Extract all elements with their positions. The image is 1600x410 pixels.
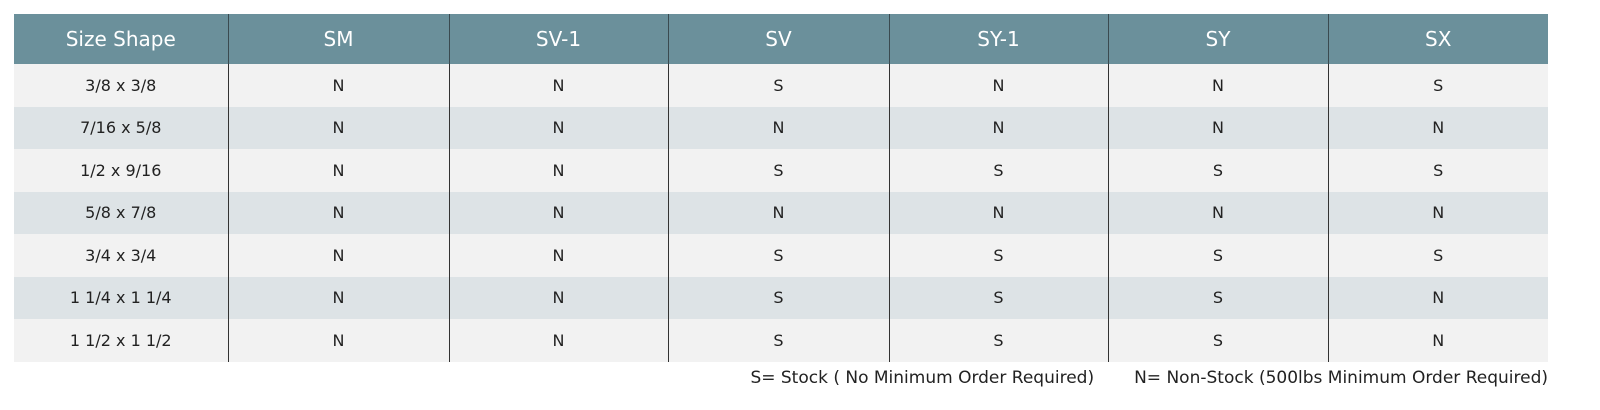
stock-cell: S bbox=[1107, 276, 1328, 319]
table-row: 1 1/4 x 1 1/4 N N S S S N bbox=[14, 276, 1548, 319]
table-body: 3/8 x 3/8 N N S N N S 7/16 x 5/8 N N N N N N 1/2 x 9/1… bbox=[14, 64, 1548, 362]
stock-cell: S bbox=[667, 319, 889, 362]
stock-cell: N bbox=[448, 149, 668, 192]
header-cell: SM bbox=[227, 14, 449, 64]
stock-cell: S bbox=[1107, 319, 1328, 362]
stock-cell: N bbox=[888, 106, 1108, 149]
stock-cell: N bbox=[448, 276, 668, 319]
table-row: 3/4 x 3/4 N N S S S S bbox=[14, 234, 1548, 277]
legend-note: N= Non-Stock (500lbs Minimum Order Requi… bbox=[1134, 368, 1548, 388]
size-cell: 5/8 x 7/8 bbox=[14, 191, 228, 234]
stock-cell: S bbox=[667, 64, 889, 107]
stock-cell: N bbox=[227, 319, 449, 362]
table-row: 1 1/2 x 1 1/2 N N S S S N bbox=[14, 319, 1548, 362]
stock-cell: S bbox=[888, 149, 1108, 192]
stock-cell: N bbox=[667, 191, 889, 234]
header-cell: Size Shape bbox=[14, 14, 228, 64]
stock-cell: N bbox=[448, 319, 668, 362]
stock-cell: S bbox=[1327, 64, 1548, 107]
stock-cell: N bbox=[227, 64, 449, 107]
size-cell: 1/2 x 9/16 bbox=[14, 149, 228, 192]
stock-cell: N bbox=[227, 191, 449, 234]
stock-cell: S bbox=[888, 234, 1108, 277]
stock-cell: N bbox=[227, 106, 449, 149]
stock-cell: N bbox=[448, 234, 668, 277]
stock-cell: N bbox=[1327, 106, 1548, 149]
size-cell: 1 1/2 x 1 1/2 bbox=[14, 319, 228, 362]
stock-cell: N bbox=[667, 106, 889, 149]
stock-cell: N bbox=[227, 149, 449, 192]
size-cell: 7/16 x 5/8 bbox=[14, 106, 228, 149]
stock-cell: S bbox=[1107, 234, 1328, 277]
stock-cell: N bbox=[888, 191, 1108, 234]
stock-cell: S bbox=[1107, 149, 1328, 192]
stock-cell: S bbox=[667, 149, 889, 192]
table-row: 3/8 x 3/8 N N S N N S bbox=[14, 64, 1548, 107]
legend: S= Stock ( No Minimum Order Required) N= … bbox=[750, 368, 1548, 388]
size-cell: 3/8 x 3/8 bbox=[14, 64, 228, 107]
stock-cell: N bbox=[1327, 276, 1548, 319]
stock-cell: S bbox=[1327, 149, 1548, 192]
size-cell: 3/4 x 3/4 bbox=[14, 234, 228, 277]
stock-cell: N bbox=[448, 106, 668, 149]
size-cell: 1 1/4 x 1 1/4 bbox=[14, 276, 228, 319]
stock-cell: S bbox=[667, 276, 889, 319]
stock-cell: N bbox=[1107, 64, 1328, 107]
stock-table: Size Shape SM SV-1 SV SY-1 SY SX 3/8 x 3/8 N N S N… bbox=[14, 14, 1548, 362]
stock-cell: S bbox=[888, 276, 1108, 319]
header-row: Size Shape SM SV-1 SV SY-1 SY SX bbox=[14, 14, 1548, 64]
table-row: 7/16 x 5/8 N N N N N N bbox=[14, 106, 1548, 149]
header-cell: SV-1 bbox=[448, 14, 668, 64]
stock-cell: S bbox=[1327, 234, 1548, 277]
header-cell: SX bbox=[1327, 14, 1548, 64]
legend-note: S= Stock ( No Minimum Order Required) bbox=[750, 368, 1095, 388]
table-row: 5/8 x 7/8 N N N N N N bbox=[14, 191, 1548, 234]
header-cell: SY-1 bbox=[888, 14, 1108, 64]
stock-cell: N bbox=[1327, 191, 1548, 234]
stock-cell: N bbox=[448, 64, 668, 107]
stock-cell: N bbox=[1327, 319, 1548, 362]
table-row: 1/2 x 9/16 N N S S S S bbox=[14, 149, 1548, 192]
header-cell: SV bbox=[667, 14, 889, 64]
stock-cell: N bbox=[227, 276, 449, 319]
stock-cell: S bbox=[667, 234, 889, 277]
header-cell: SY bbox=[1107, 14, 1328, 64]
stock-cell: N bbox=[1107, 106, 1328, 149]
stock-cell: N bbox=[227, 234, 449, 277]
stock-cell: N bbox=[448, 191, 668, 234]
stock-cell: N bbox=[1107, 191, 1328, 234]
stock-cell: N bbox=[888, 64, 1108, 107]
stock-cell: S bbox=[888, 319, 1108, 362]
